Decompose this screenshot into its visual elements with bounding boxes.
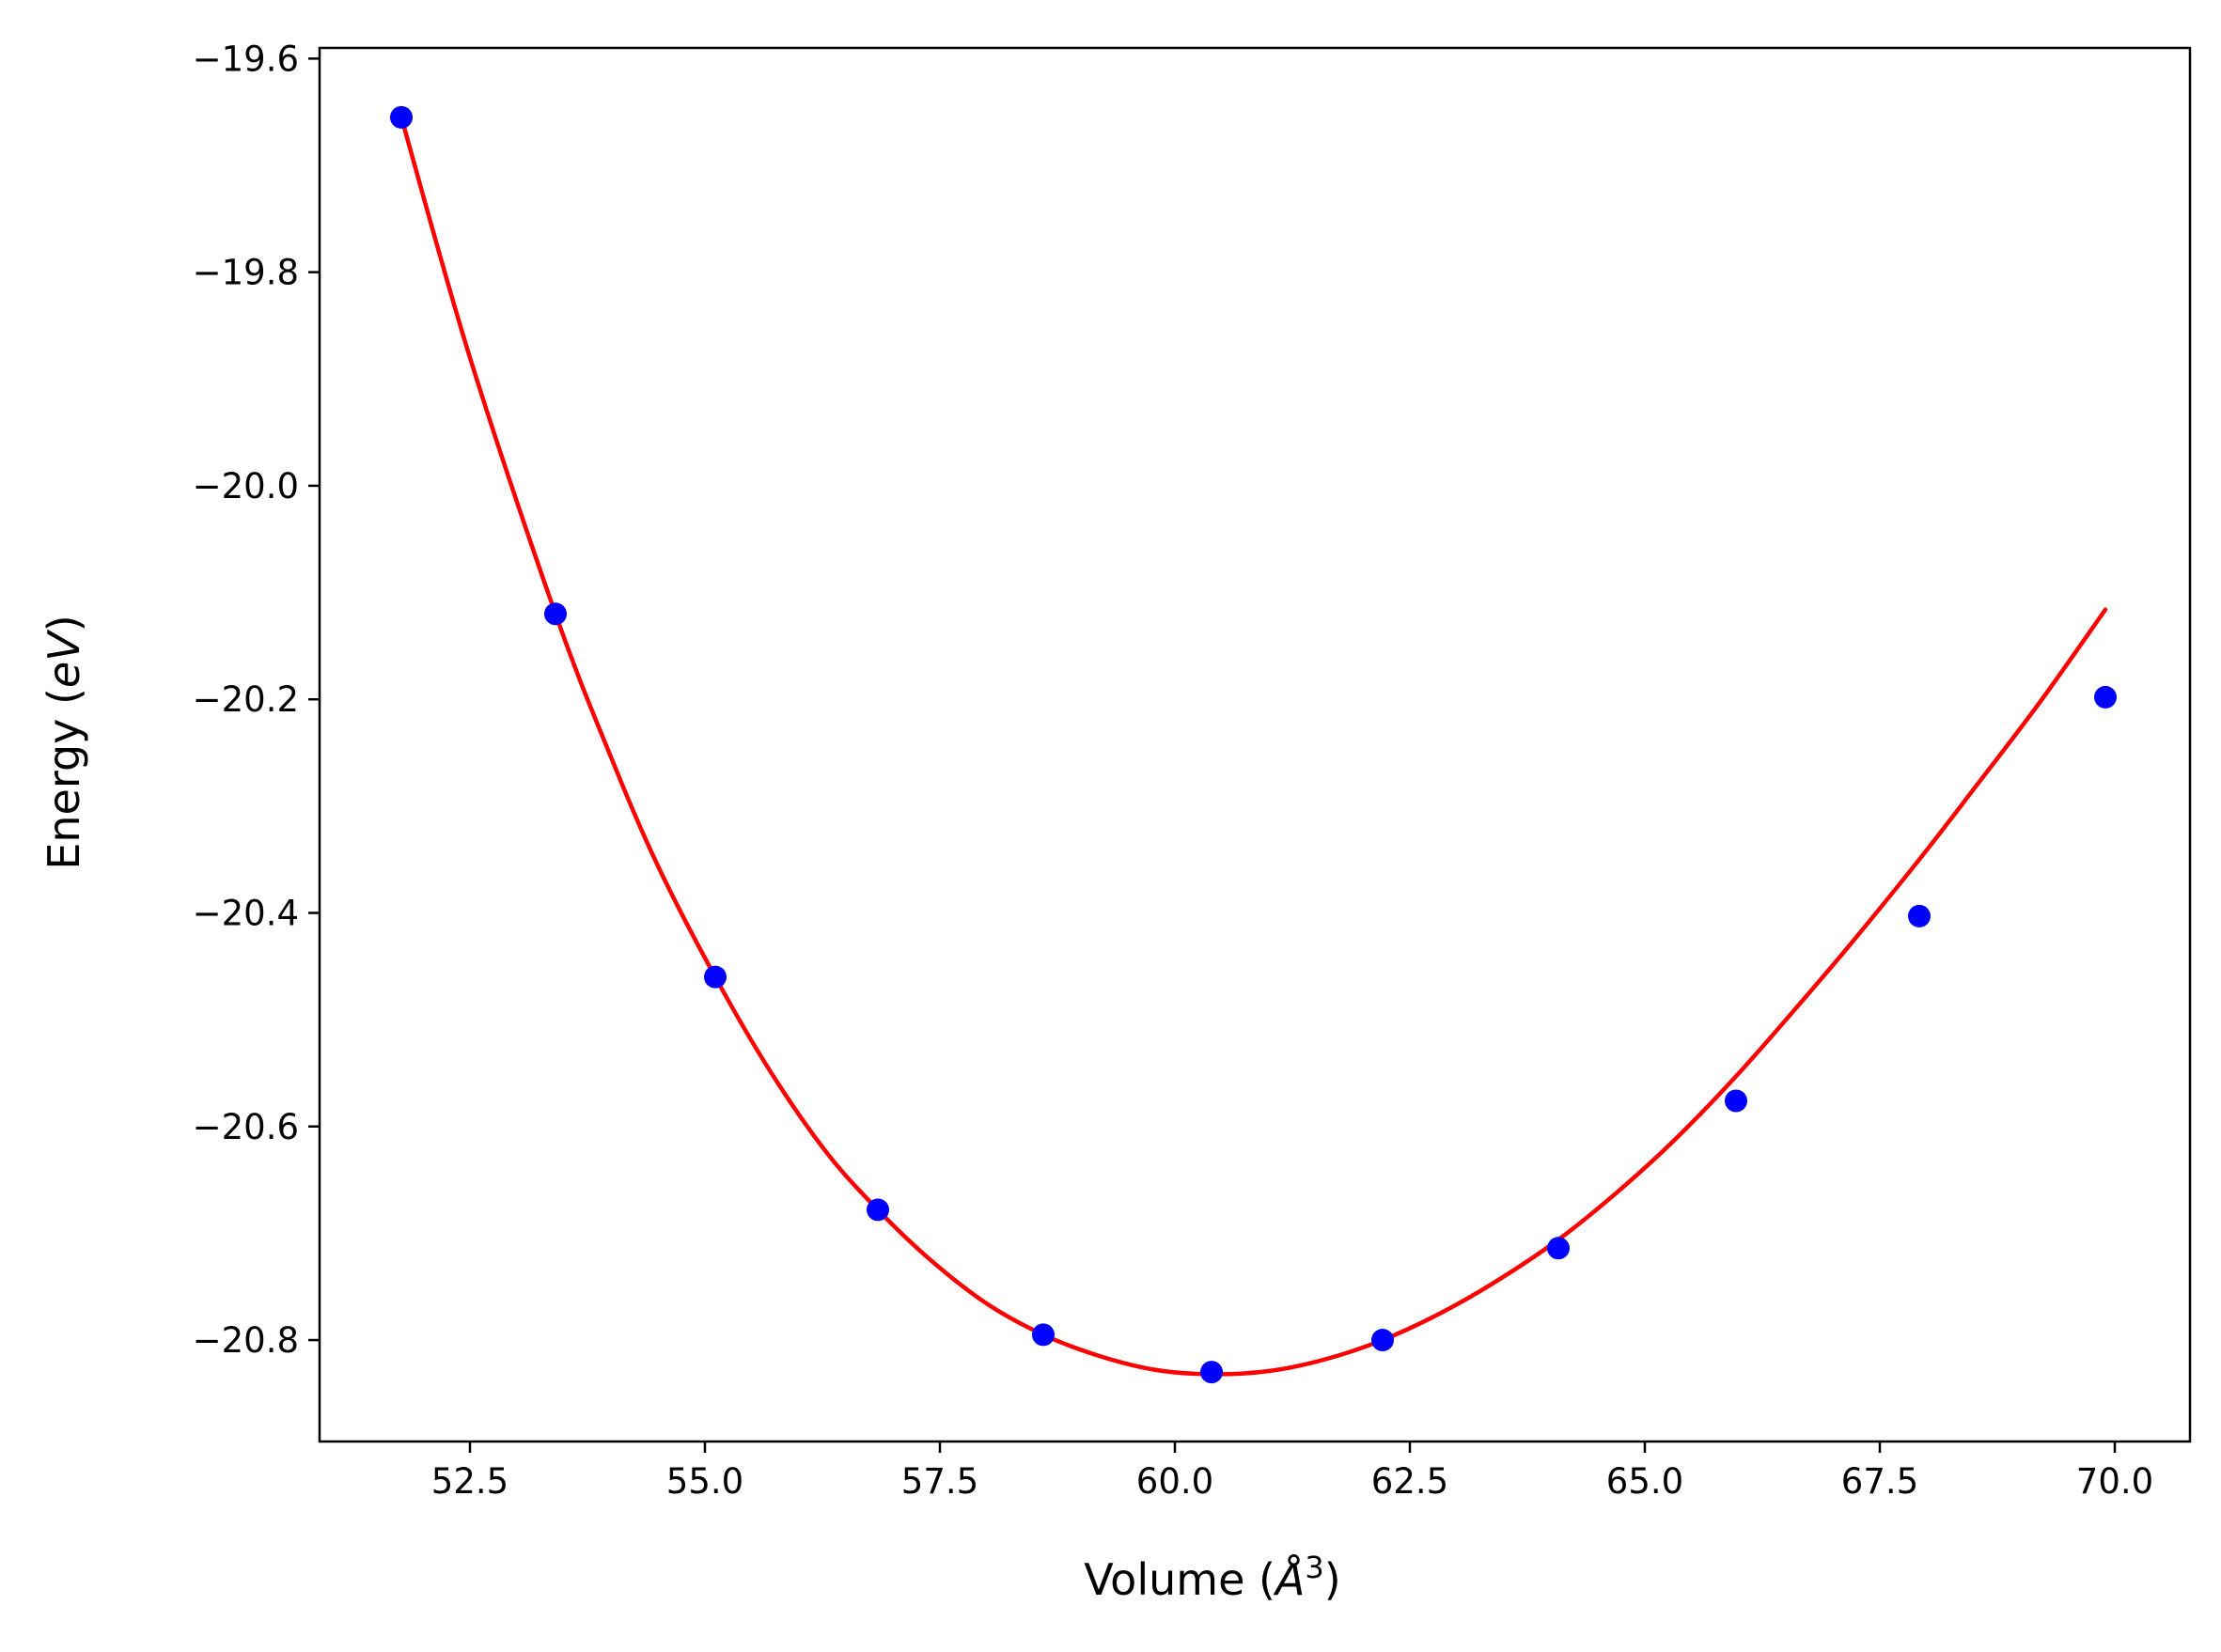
fit-curve-layer <box>399 115 2108 1377</box>
y-tick-label: −19.8 <box>193 253 299 293</box>
x-tick-label: 60.0 <box>1136 1461 1213 1502</box>
data-point <box>390 105 413 129</box>
data-point <box>2094 685 2117 709</box>
y-tick-label: −20.6 <box>193 1107 299 1147</box>
data-point <box>1725 1089 1747 1113</box>
y-axis-ticks: −19.6 −19.8 −20.0 −20.2 −20.4 −20.6 −20.8 <box>193 39 320 1361</box>
data-point <box>1200 1361 1223 1384</box>
data-point <box>867 1198 889 1222</box>
y-axis-label: Energy (eV) <box>39 615 89 869</box>
fit-curve-line <box>399 115 2108 1377</box>
y-tick-label: −20.4 <box>193 893 299 933</box>
data-point <box>1371 1329 1394 1352</box>
y-tick-label: −19.6 <box>193 39 299 79</box>
data-point <box>1547 1237 1570 1260</box>
x-tick-label: 67.5 <box>1841 1461 1918 1502</box>
x-tick-label: 57.5 <box>901 1461 978 1502</box>
data-point <box>1032 1323 1055 1347</box>
data-point <box>544 602 567 626</box>
x-axis-label: Volume (Å3) <box>1084 1550 1340 1605</box>
data-point <box>1908 904 1931 927</box>
plot-frame <box>318 46 2192 1443</box>
data-points-layer <box>390 105 2117 1384</box>
x-axis-ticks: 52.5 55.0 57.5 60.0 62.5 65.0 67.5 70.0 <box>431 1442 2153 1502</box>
x-tick-label: 70.0 <box>2076 1461 2153 1502</box>
data-point <box>704 965 727 989</box>
x-tick-label: 65.0 <box>1606 1461 1683 1502</box>
x-tick-label: 55.0 <box>666 1461 743 1502</box>
y-tick-label: −20.0 <box>193 466 299 507</box>
y-tick-label: −20.8 <box>193 1320 299 1361</box>
y-tick-label: −20.2 <box>193 679 299 720</box>
x-tick-label: 52.5 <box>431 1461 508 1502</box>
x-tick-label: 62.5 <box>1371 1461 1448 1502</box>
